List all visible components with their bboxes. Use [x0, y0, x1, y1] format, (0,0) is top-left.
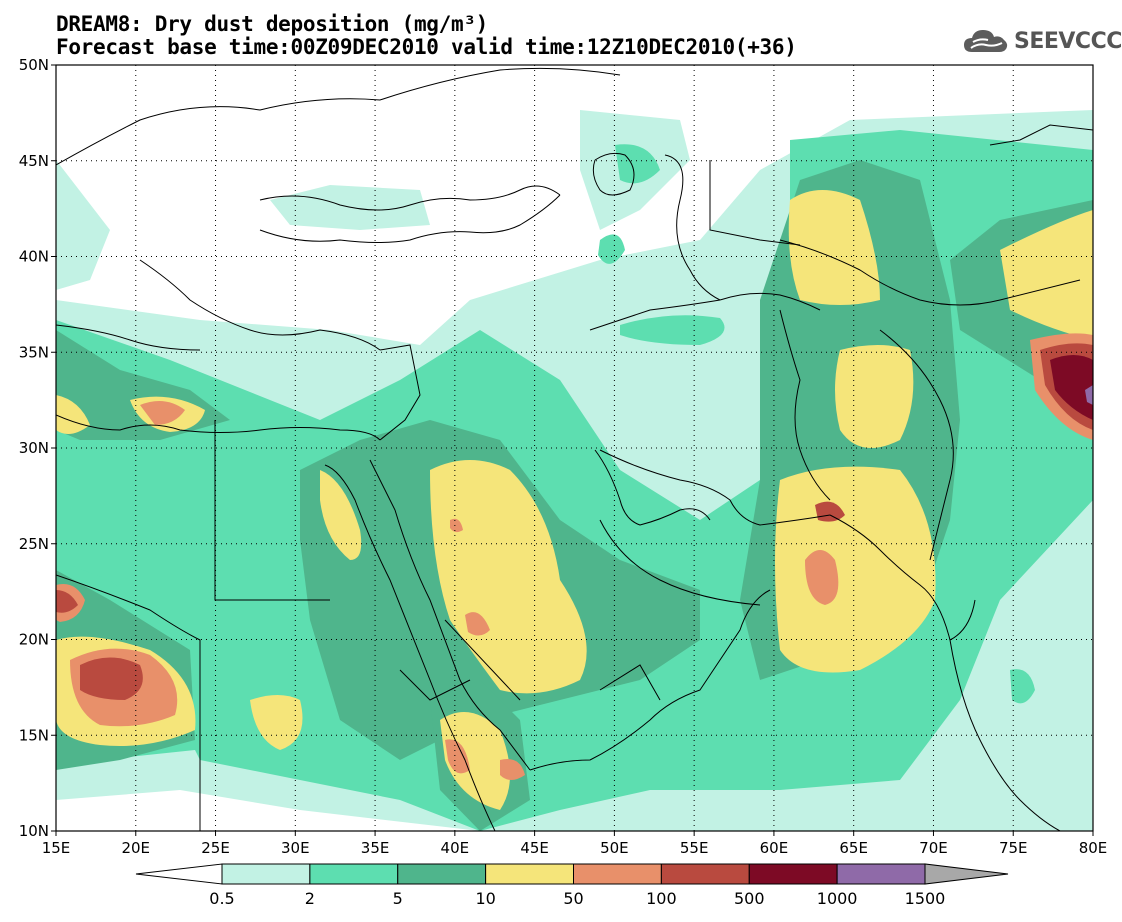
colorbar-swatch [573, 863, 662, 885]
colorbar-over-triangle [924, 863, 1009, 885]
colorbar-label: 1500 [904, 889, 946, 908]
lon-tick-label: 30E [281, 839, 310, 857]
lon-tick-label: 70E [919, 839, 948, 857]
lon-tick-label: 40E [441, 839, 470, 857]
lon-tick-label: 50E [600, 839, 629, 857]
lon-tick-label: 45E [520, 839, 549, 857]
colorbar-swatch [309, 863, 399, 885]
colorbar-label: 1000 [816, 889, 858, 908]
colorbar-label: 50 [563, 889, 584, 908]
lat-tick-label: 40N [19, 248, 49, 266]
lon-tick-label: 60E [760, 839, 789, 857]
lon-tick-label: 75E [999, 839, 1028, 857]
lat-tick-label: 10N [19, 822, 49, 840]
lon-tick-label: 25E [201, 839, 230, 857]
colorbar [135, 863, 1009, 885]
cloud-icon [964, 30, 1008, 52]
seevccc-logo: SEEVCCC [962, 26, 1122, 56]
lat-tick-label: 35N [19, 343, 49, 361]
colorbar-swatch [748, 863, 838, 885]
lat-tick-label: 50N [19, 56, 49, 74]
lat-tick-label: 25N [19, 535, 49, 553]
colorbar-label: 0.5 [209, 889, 235, 908]
colorbar-label: 500 [733, 889, 765, 908]
colorbar-swatch [660, 863, 750, 885]
colorbar-swatch [836, 863, 926, 885]
lat-tick-label: 30N [19, 439, 49, 457]
colorbar-label: 10 [475, 889, 496, 908]
lon-tick-label: 80E [1079, 839, 1108, 857]
colorbar-label: 5 [392, 889, 403, 908]
lon-tick-label: 15E [42, 839, 71, 857]
lon-tick-label: 65E [839, 839, 868, 857]
colorbar-swatch [485, 863, 574, 885]
lat-tick-label: 15N [19, 726, 49, 744]
lat-tick-label: 45N [19, 152, 49, 170]
colorbar-label: 2 [304, 889, 315, 908]
lon-tick-label: 35E [361, 839, 390, 857]
colorbar-swatch [221, 863, 311, 885]
lon-tick-label: 20E [121, 839, 150, 857]
colorbar-label: 100 [646, 889, 677, 908]
lon-tick-label: 55E [680, 839, 709, 857]
map-title: DREAM8: Dry dust deposition (mg/m³) [56, 12, 489, 36]
dust-field [56, 65, 1093, 831]
colorbar-under-triangle [135, 863, 223, 885]
colorbar-swatch [397, 863, 487, 885]
lat-tick-label: 20N [19, 631, 49, 649]
logo-text: SEEVCCC [1014, 28, 1122, 54]
map-axes: 15E 20E 25E 30E 35E 40E 45E 50E 55E 60E 65E 70E 75E 8… [19, 56, 1108, 857]
map-subtitle: Forecast base time:00Z09DEC2010 valid ti… [56, 35, 797, 59]
